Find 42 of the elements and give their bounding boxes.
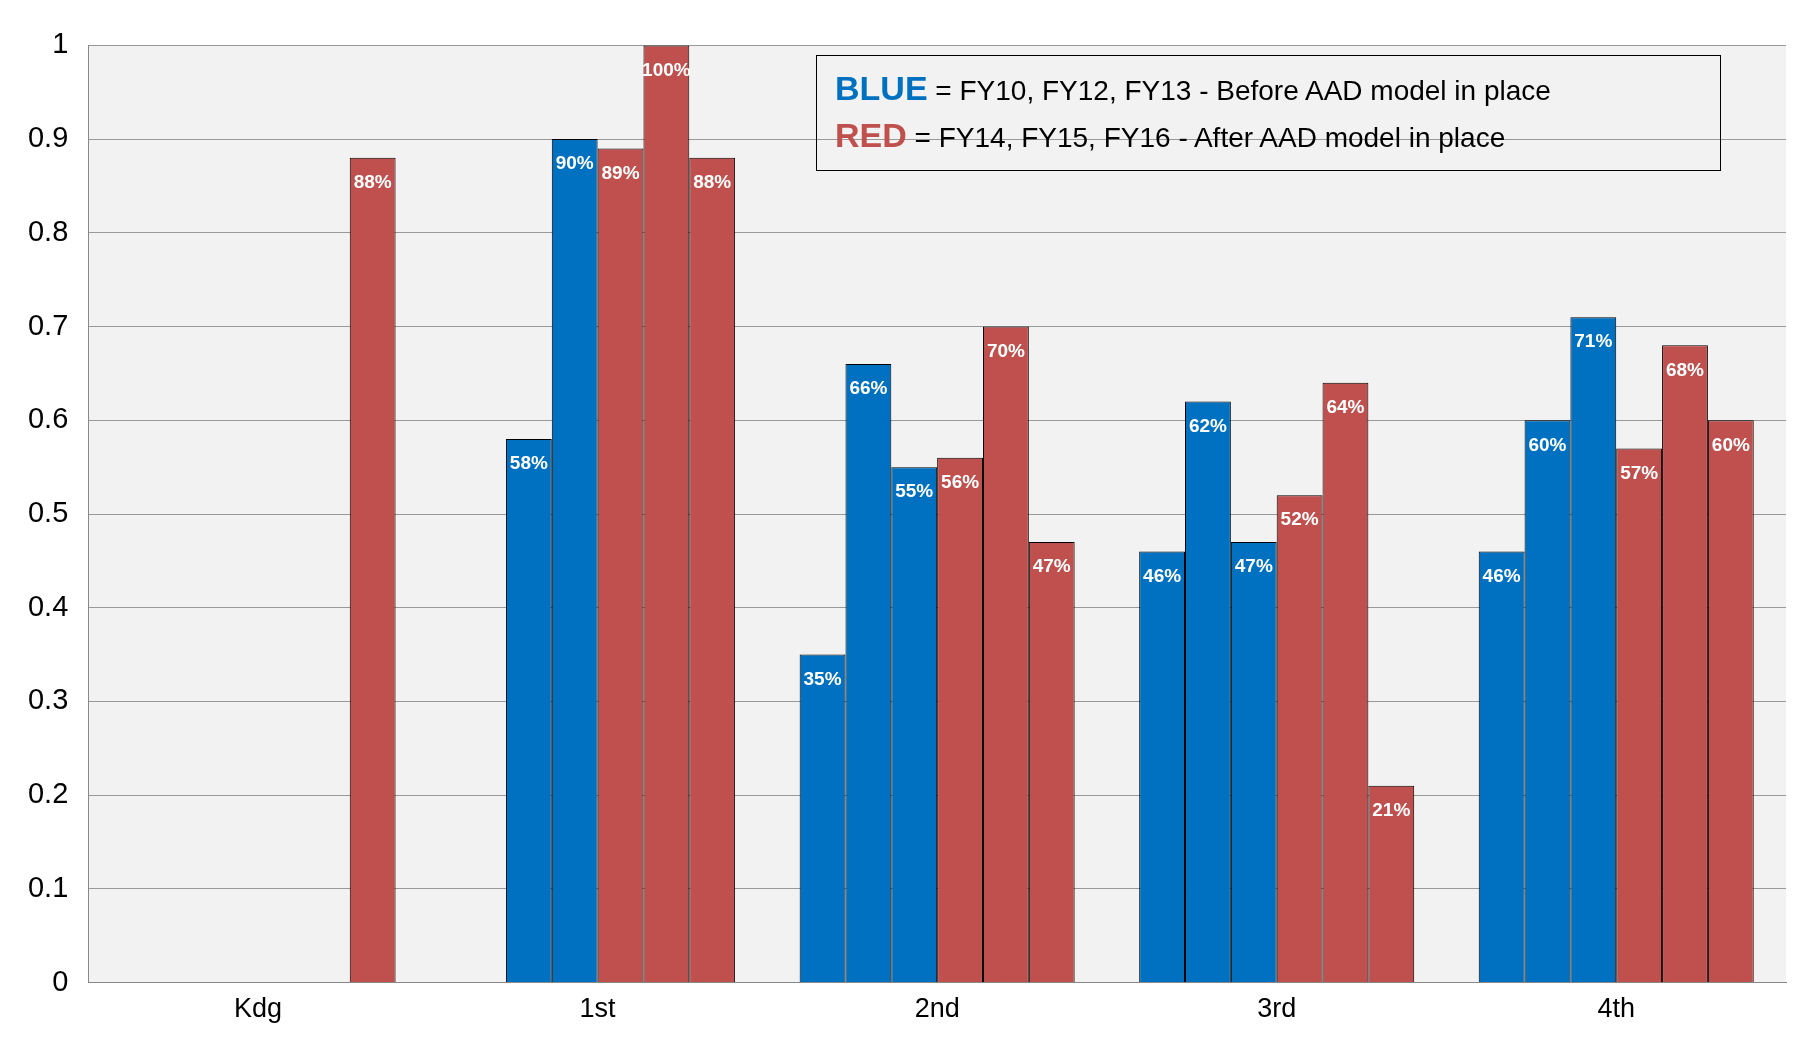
y-tick-label: 1 [52, 27, 69, 60]
y-tick-label: 0.8 [27, 214, 69, 247]
x-tick-label: 2nd [914, 993, 960, 1024]
x-tick-label: Kdg [234, 993, 283, 1024]
data-label: 21% [1372, 799, 1411, 821]
data-label: 68% [1665, 358, 1705, 380]
data-label: 46% [1482, 564, 1521, 586]
y-tick-label: 0.1 [27, 870, 69, 903]
data-label: 88% [353, 171, 392, 193]
data-label: 88% [693, 171, 732, 193]
data-label: 70% [986, 339, 1026, 361]
key-box: BLUE = FY10, FY12, FY13 - Before AAD model in place RED = FY14, FY15, FY16 - After AAD model in place [816, 55, 1721, 171]
data-label: 62% [1188, 414, 1228, 436]
data-label: 64% [1326, 396, 1365, 418]
data-label: 89% [601, 161, 640, 183]
y-tick-label: 0.6 [27, 402, 69, 435]
y-tick-label: 0.4 [27, 589, 69, 622]
x-tick-label: 1st [579, 993, 617, 1024]
data-label: 60% [1711, 433, 1750, 455]
y-tick-label: 0.5 [27, 496, 69, 528]
data-label: 66% [849, 377, 888, 399]
y-tick-label: 0 [52, 964, 69, 997]
data-label: 57% [1620, 461, 1659, 483]
y-tick-label: 0.3 [27, 683, 69, 716]
data-label: 47% [1032, 555, 1071, 577]
data-label: 71% [1574, 330, 1613, 352]
data-label: 58% [509, 452, 548, 474]
data-label: 35% [803, 667, 842, 689]
data-label: 55% [895, 480, 934, 502]
x-tick-label: 3rd [1257, 993, 1297, 1024]
data-label: 90% [555, 152, 594, 174]
y-tick-label: 0.9 [27, 121, 69, 154]
data-label: 47% [1234, 555, 1273, 577]
y-tick-label: 0.2 [27, 777, 69, 810]
annotation: RED = FY14, FY15, FY16 - After AAD model in place [835, 116, 1506, 154]
data-label: 60% [1528, 433, 1567, 455]
data-label: 56% [941, 471, 980, 492]
y-tick-label: 0.7 [27, 308, 69, 341]
x-tick-label: 4th [1597, 993, 1635, 1024]
annotation: BLUE = FY10, FY12, FY13 - Before AAD model in place [835, 69, 1551, 107]
data-label: 46% [1143, 564, 1182, 586]
data-label: 52% [1280, 508, 1319, 530]
